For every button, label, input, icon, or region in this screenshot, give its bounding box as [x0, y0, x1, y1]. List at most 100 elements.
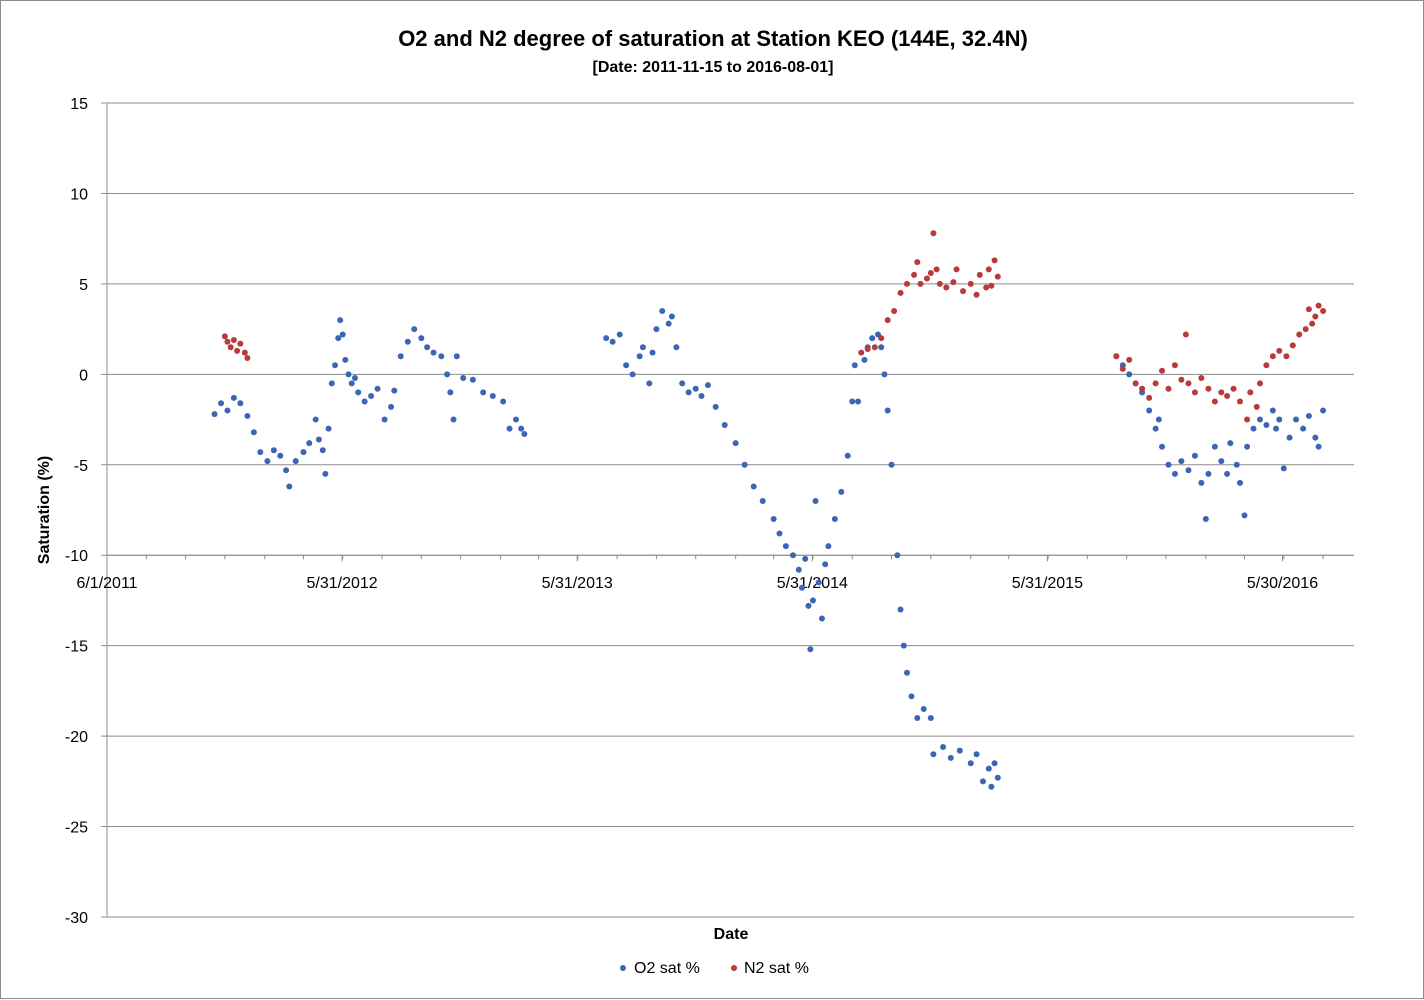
o2-point [1300, 425, 1307, 432]
o2-point [283, 467, 290, 474]
n2-point [983, 284, 990, 291]
o2-point [1165, 461, 1172, 468]
n2-point [221, 333, 228, 340]
n2-point [985, 266, 992, 273]
n2-point [1119, 365, 1126, 372]
n2-point [976, 271, 983, 278]
o2-point [1315, 443, 1322, 450]
o2-point [979, 778, 986, 785]
o2-point [300, 449, 307, 456]
o2-point [332, 362, 339, 369]
o2-point [967, 760, 974, 767]
o2-point [506, 425, 513, 432]
o2-point [988, 783, 995, 790]
n2-point [1146, 394, 1153, 401]
n2-point [1236, 398, 1243, 405]
n2-point [917, 280, 924, 287]
o2-point [315, 436, 322, 443]
n2-point [1305, 306, 1312, 313]
o2-point [679, 380, 686, 387]
o2-point [897, 606, 904, 613]
n2-point [1256, 380, 1263, 387]
y-tick-label: 5 [79, 277, 88, 294]
n2-point [1312, 313, 1319, 320]
n2-point [244, 355, 251, 362]
n2-point [858, 349, 865, 356]
o2-point [391, 387, 398, 394]
x-tick-label: 5/30/2016 [1247, 575, 1318, 592]
o2-point [831, 516, 838, 523]
n2-point [1315, 302, 1322, 309]
o2-point [1218, 458, 1225, 465]
o2-point [861, 356, 868, 363]
o2-point [692, 385, 699, 392]
o2-point [900, 642, 907, 649]
o2-point [489, 393, 496, 400]
chart-title: O2 and N2 degree of saturation at Statio… [398, 26, 1028, 51]
y-tick-label: 10 [70, 186, 88, 203]
n2-point [1289, 342, 1296, 349]
n2-point [943, 284, 950, 291]
o2-point [639, 344, 646, 351]
o2-point [822, 561, 829, 568]
n2-point [994, 273, 1001, 280]
y-tick-label: -25 [65, 820, 88, 837]
y-tick-label: 15 [70, 96, 88, 113]
o2-point [1250, 425, 1257, 432]
n2-point [967, 280, 974, 287]
o2-point [759, 497, 766, 504]
o2-point [947, 754, 954, 761]
o2-point [653, 326, 660, 333]
o2-point [798, 584, 805, 591]
o2-point [292, 458, 299, 465]
n2-point [1182, 331, 1189, 338]
o2-point [404, 338, 411, 345]
o2-point [782, 543, 789, 550]
n2-point [933, 266, 940, 273]
o2-point [480, 389, 487, 396]
n2-point [234, 347, 241, 354]
n2-point [1276, 347, 1283, 354]
n2-point [1253, 403, 1260, 410]
o2-point [1276, 416, 1283, 423]
o2-point [1273, 425, 1280, 432]
n2-point [1244, 416, 1251, 423]
o2-point [397, 353, 404, 360]
o2-point [712, 403, 719, 410]
n2-point [911, 271, 918, 278]
series-o2 [211, 308, 1327, 790]
n2-point [923, 275, 930, 282]
o2-point [903, 669, 910, 676]
o2-point [1146, 407, 1153, 414]
o2-point [991, 760, 998, 767]
o2-point [884, 407, 891, 414]
legend-marker-o2 [620, 965, 626, 971]
o2-point [659, 308, 666, 315]
o2-point [698, 393, 705, 400]
o2-point [789, 552, 796, 559]
o2-point [1152, 425, 1159, 432]
o2-point [381, 416, 388, 423]
o2-point [306, 440, 313, 447]
o2-point [244, 412, 251, 419]
o2-point [1202, 516, 1209, 523]
legend-marker-n2 [731, 965, 737, 971]
o2-point [1191, 452, 1198, 459]
n2-point [227, 344, 234, 351]
y-tick-labels: 15 10 5 0 -5 -10 -15 -20 -25 -30 [65, 96, 88, 927]
o2-point [802, 555, 809, 562]
o2-point [844, 452, 851, 459]
n2-point [914, 259, 921, 266]
n2-point [1309, 320, 1316, 327]
o2-point [956, 747, 963, 754]
n2-point [1126, 356, 1133, 363]
data-series [211, 230, 1327, 790]
o2-point [807, 646, 814, 653]
o2-point [374, 385, 381, 392]
o2-point [1198, 479, 1205, 486]
o2-point [348, 380, 355, 387]
o2-point [1263, 421, 1270, 428]
o2-point [438, 353, 445, 360]
x-tick-label: 5/31/2015 [1012, 575, 1083, 592]
legend-label-n2: N2 sat % [744, 960, 809, 977]
